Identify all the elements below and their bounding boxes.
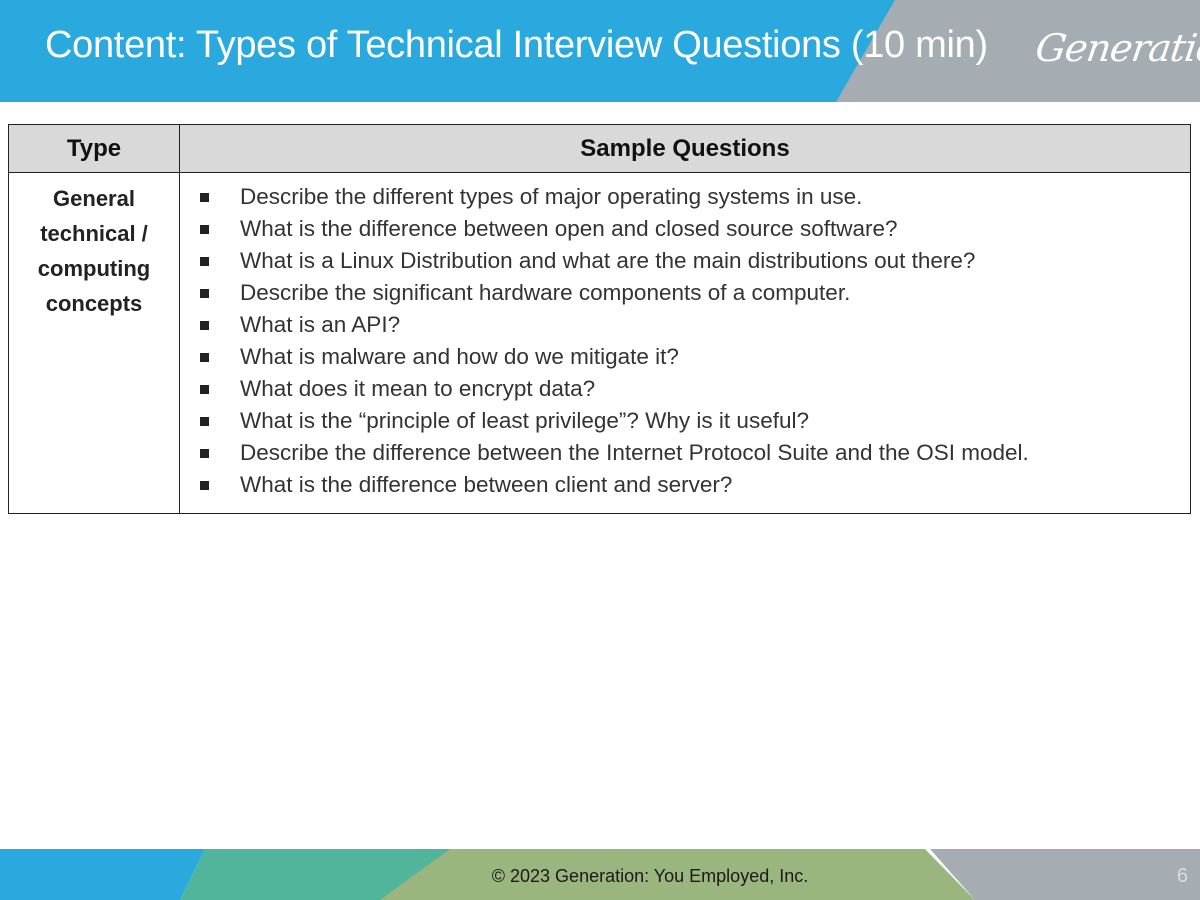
question-text: What is the “principle of least privileg… [240,408,809,433]
question-item: What is the difference between open and … [180,213,1190,245]
interview-questions-table: Type Sample Questions General technical … [8,124,1191,514]
questions-list: Describe the different types of major op… [180,181,1190,501]
questions-cell: Describe the different types of major op… [179,172,1191,514]
square-bullet-icon [200,289,209,298]
question-text: Describe the difference between the Inte… [240,440,1029,465]
question-text: What is a Linux Distribution and what ar… [240,248,976,273]
square-bullet-icon [200,481,209,490]
question-item: Describe the significant hardware compon… [180,277,1190,309]
question-item: What is an API? [180,309,1190,341]
question-item: What is the difference between client an… [180,469,1190,501]
question-text: What is an API? [240,312,401,337]
square-bullet-icon [200,257,209,266]
footer-olive-stripe [380,849,975,900]
table-row: General technical / computing concepts D… [8,172,1191,514]
footer-blue-stripe [0,849,205,900]
square-bullet-icon [200,353,209,362]
square-bullet-icon [200,321,209,330]
question-text: Describe the significant hardware compon… [240,280,851,305]
square-bullet-icon [200,417,209,426]
question-item: What is the “principle of least privileg… [180,405,1190,437]
question-text: What is the difference between open and … [240,216,898,241]
table-header-row: Type Sample Questions [8,124,1191,173]
header-blue-panel [0,0,895,102]
sample-questions-column-header: Sample Questions [179,124,1191,173]
header-band: Content: Types of Technical Interview Qu… [0,0,1200,102]
square-bullet-icon [200,225,209,234]
copyright-notice: © 2023 Generation: You Employed, Inc. [491,866,809,886]
question-text: Describe the different types of major op… [240,184,863,209]
square-bullet-icon [200,193,209,202]
question-text: What is the difference between client an… [240,472,733,497]
question-text: What is malware and how do we mitigate i… [240,344,679,369]
type-cell: General technical / computing concepts [8,172,180,514]
question-item: Describe the difference between the Inte… [180,437,1190,469]
question-item: What is a Linux Distribution and what ar… [180,245,1190,277]
question-text: What does it mean to encrypt data? [240,376,596,401]
question-item: What is malware and how do we mitigate i… [180,341,1190,373]
slide-title: Content: Types of Technical Interview Qu… [45,24,988,66]
question-item: What does it mean to encrypt data? [180,373,1190,405]
type-column-header: Type [8,124,180,173]
generation-logo: Generation [1032,26,1200,70]
square-bullet-icon [200,449,209,458]
footer-gray-stripe [930,849,1200,900]
page-number: 6 [1176,865,1188,887]
square-bullet-icon [200,385,209,394]
question-item: Describe the different types of major op… [180,181,1190,213]
footer-band: © 2023 Generation: You Employed, Inc. 6 [0,849,1200,900]
